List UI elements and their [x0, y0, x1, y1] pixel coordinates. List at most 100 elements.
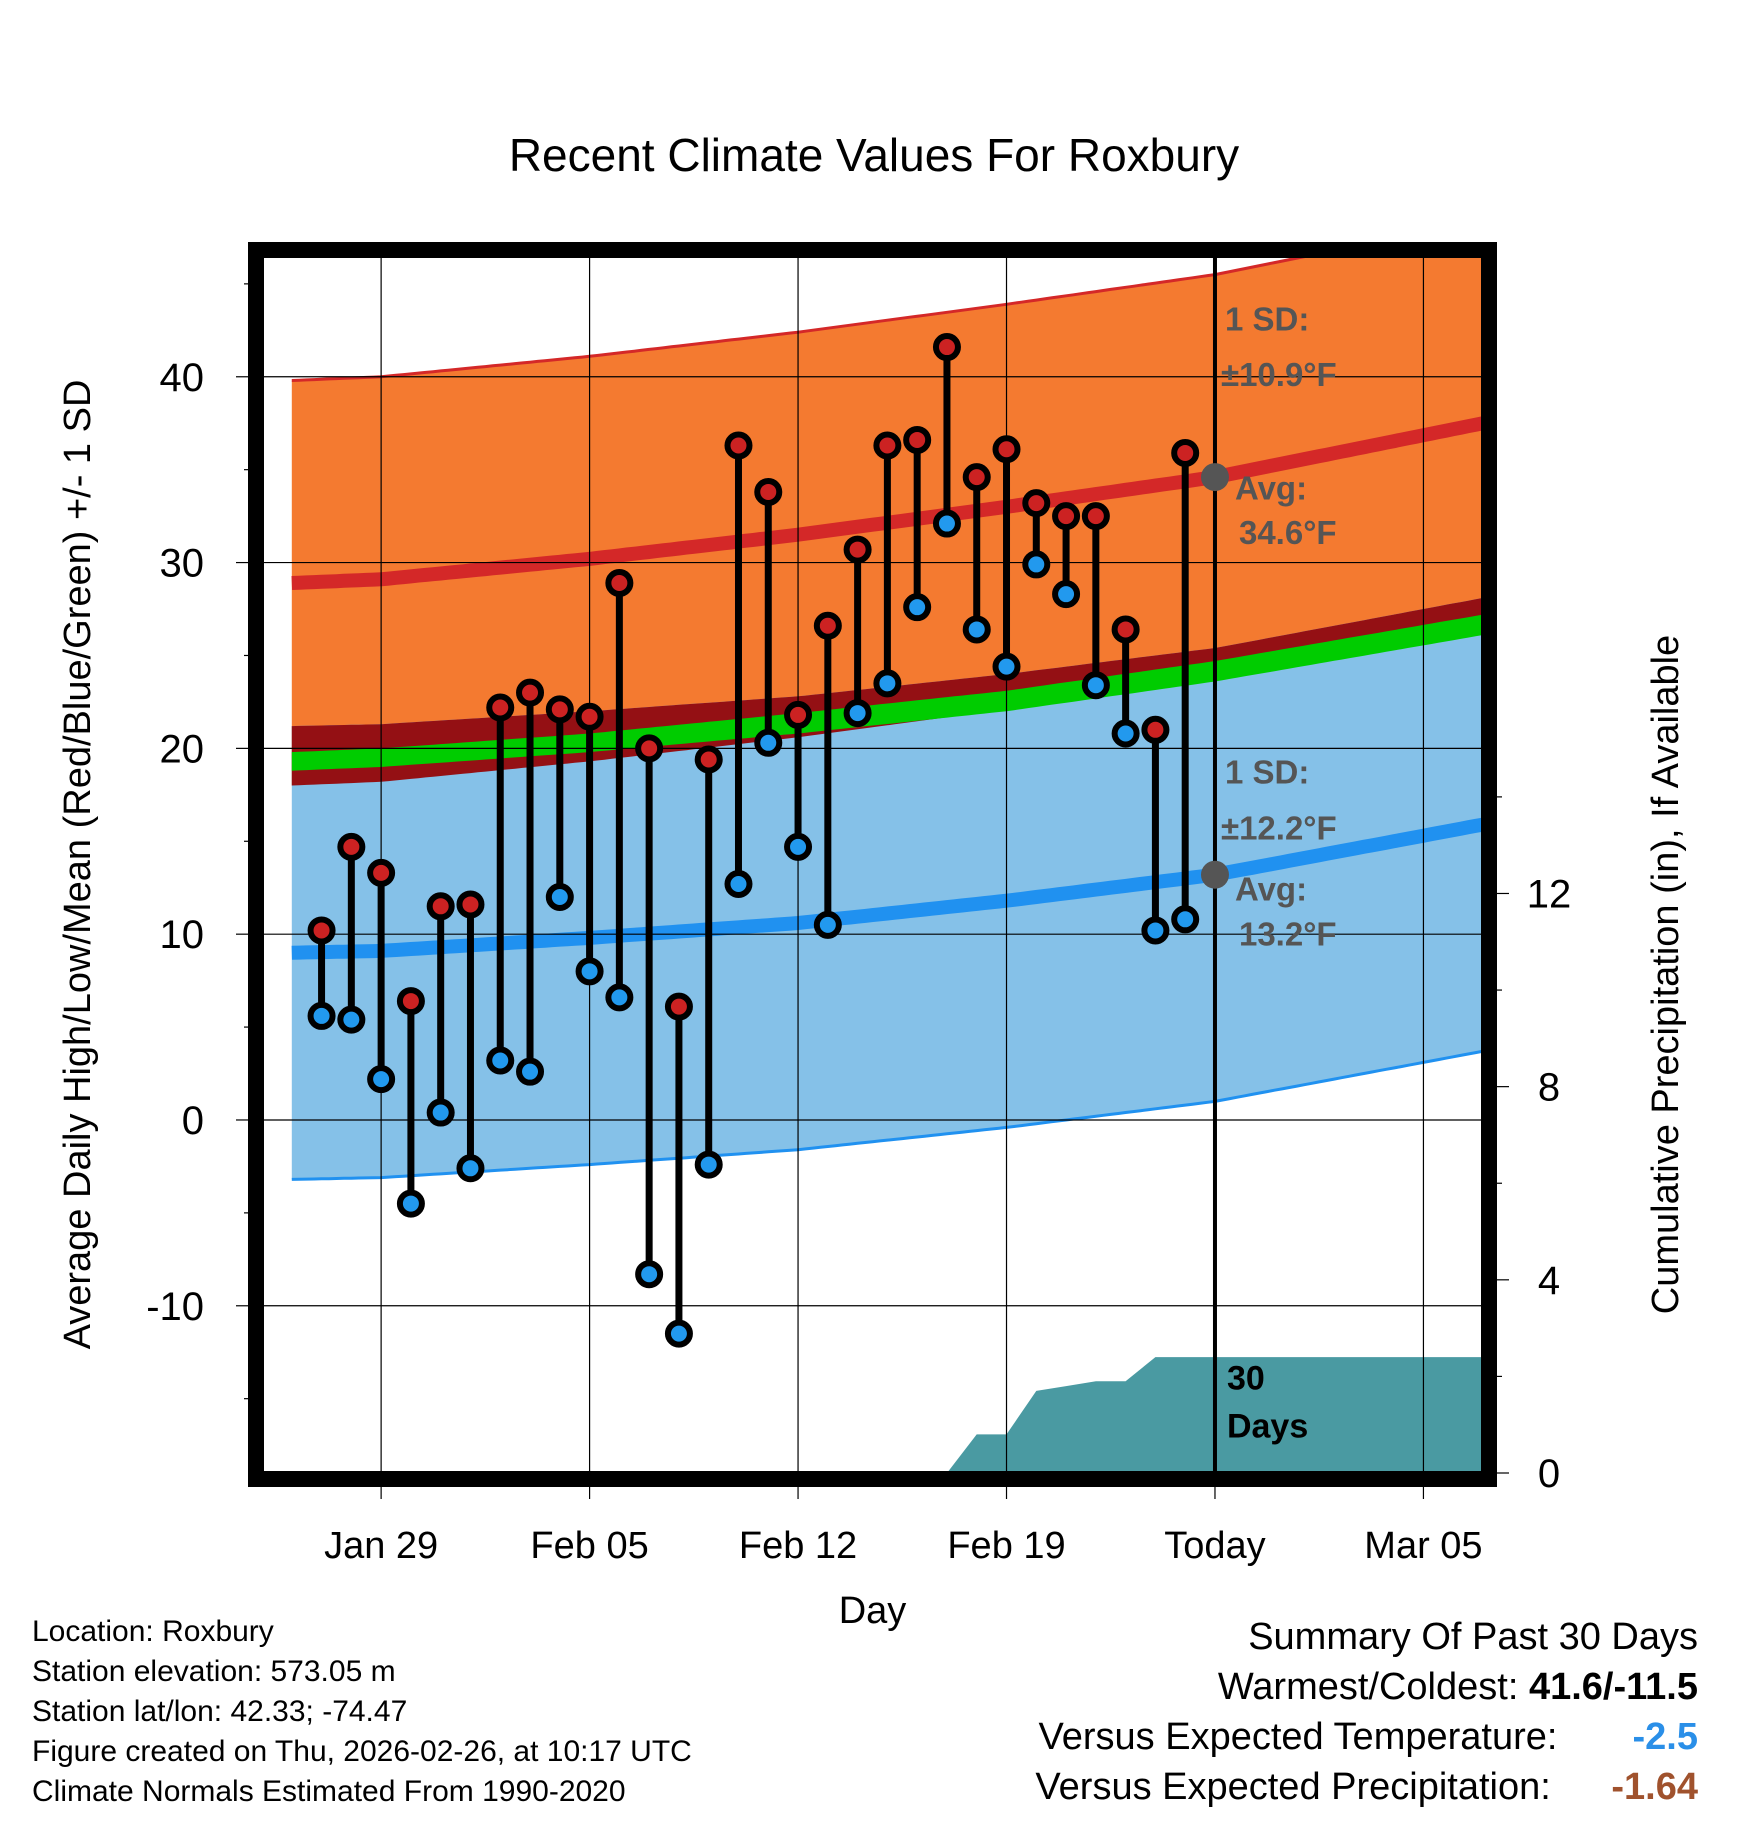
daily-high-point [486, 693, 515, 722]
daily-low-point [962, 615, 991, 644]
daily-low-point [784, 832, 813, 861]
x-tick-label: Mar 05 [1364, 1525, 1482, 1567]
low-sd-value: ±12.2°F [1221, 809, 1337, 846]
x-tick-label: Feb 12 [739, 1525, 857, 1567]
station-info: Location: Roxbury Station elevation: 573… [32, 1612, 692, 1812]
elevation-text: Station elevation: 573.05 m [32, 1655, 396, 1688]
daily-low-point [605, 983, 634, 1012]
y-tick-label-left: -10 [146, 1285, 204, 1329]
daily-high-point [813, 611, 842, 640]
summary-title: Summary Of Past 30 Days [1248, 1616, 1698, 1658]
high-sd-value: ±10.9°F [1221, 356, 1337, 393]
y-axis-title-right: Cumulative Precipitation (in), If Availa… [1645, 635, 1687, 1314]
daily-low-point [1022, 550, 1051, 579]
created-text: Figure created on Thu, 2026-02-26, at 10… [32, 1735, 692, 1768]
plot-area: 1 SD: ±10.9°F Avg: 34.6°F 1 SD: ±12.2°F Avg: 13… [262, 256, 1483, 1473]
daily-low-point [754, 728, 783, 757]
low-sd-label: 1 SD: [1225, 754, 1309, 791]
x-tick-label: Today [1164, 1525, 1265, 1567]
daily-low-point [516, 1057, 545, 1086]
daily-high-point [575, 702, 604, 731]
chart-title: Recent Climate Values For Roxbury [508, 129, 1240, 181]
daily-low-point [635, 1260, 664, 1289]
daily-low-point [1171, 905, 1200, 934]
daily-high-point [396, 987, 425, 1016]
daily-high-point [724, 431, 753, 460]
daily-high-point [337, 832, 366, 861]
daily-low-point [843, 699, 872, 728]
high-upper-sd-line [291, 256, 1315, 382]
daily-high-point [307, 916, 336, 945]
daily-high-point [784, 700, 813, 729]
temp-departure-label: Versus Expected Temperature: [1038, 1716, 1558, 1758]
daily-high-point [367, 858, 396, 887]
daily-high-point [754, 477, 783, 506]
temp-departure-value: -2.5 [1632, 1716, 1698, 1758]
daily-low-point [486, 1046, 515, 1075]
daily-high-point [605, 569, 634, 598]
daily-high-point [1052, 502, 1081, 531]
y-axis-title-left: Average Daily High/Low/Mean (Red/Blue/Gr… [57, 380, 99, 1350]
precip-departure-value: -1.64 [1611, 1766, 1698, 1808]
low-normal-line [291, 817, 1483, 960]
daily-high-point [635, 734, 664, 763]
low-avg-marker [1200, 860, 1229, 889]
precip-departure-row: Versus Expected Precipitation: -1.64 [1035, 1762, 1698, 1812]
daily-low-point [1141, 916, 1170, 945]
daily-high-point [545, 695, 574, 724]
precip-window-unit: Days [1227, 1408, 1308, 1446]
daily-high-point [992, 435, 1021, 464]
y-tick-label-right: 8 [1538, 1066, 1560, 1110]
x-tick-label: Feb 05 [530, 1525, 648, 1567]
y-tick-label-right: 12 [1527, 872, 1572, 916]
warmest-coldest-label: Warmest/Coldest: [1217, 1666, 1519, 1708]
daily-low-point [873, 669, 902, 698]
daily-low-point [932, 509, 961, 538]
high-avg-value: 34.6°F [1239, 514, 1337, 551]
daily-low-point [664, 1319, 693, 1348]
daily-high-point [873, 431, 902, 460]
temp-departure-row: Versus Expected Temperature: -2.5 [1035, 1712, 1698, 1762]
x-axis-title: Day [839, 1590, 907, 1632]
daily-low-point [694, 1150, 723, 1179]
high-avg-label: Avg: [1235, 469, 1307, 506]
x-tick-label: Feb 19 [947, 1525, 1065, 1567]
precip-window-number: 30 [1227, 1359, 1265, 1397]
daily-low-point [575, 957, 604, 986]
daily-low-point [1111, 719, 1140, 748]
daily-low-point [456, 1154, 485, 1183]
daily-high-point [962, 463, 991, 492]
y-tick-label-left: 0 [182, 1099, 204, 1143]
high-sd-label: 1 SD: [1225, 300, 1309, 337]
daily-low-point [337, 1005, 366, 1034]
daily-low-point [545, 883, 574, 912]
daily-high-point [1141, 715, 1170, 744]
daily-low-point [307, 1001, 336, 1030]
low-avg-label: Avg: [1235, 871, 1307, 908]
location-text: Location: Roxbury [32, 1615, 274, 1648]
daily-low-point [903, 593, 932, 622]
daily-high-point [1111, 615, 1140, 644]
daily-high-point [516, 678, 545, 707]
daily-high-point [456, 890, 485, 919]
y-tick-label-left: 30 [160, 542, 205, 586]
mean-temp-band [291, 614, 1483, 771]
summary-panel: Summary Of Past 30 Days Warmest/Coldest:… [1035, 1612, 1698, 1812]
daily-high-point [664, 992, 693, 1021]
daily-high-point [1081, 502, 1110, 531]
y-tick-label-right: 0 [1538, 1452, 1560, 1496]
daily-high-point [426, 892, 455, 921]
daily-high-point [932, 333, 961, 362]
y-tick-label-right: 4 [1538, 1259, 1560, 1303]
daily-low-point [724, 870, 753, 899]
high-avg-marker [1200, 463, 1229, 492]
warmest-coldest-value: 41.6/-11.5 [1528, 1666, 1698, 1708]
x-tick-label: Jan 29 [324, 1525, 438, 1567]
daily-low-point [1081, 671, 1110, 700]
daily-high-point [694, 745, 723, 774]
daily-high-point [1171, 438, 1200, 467]
daily-low-point [992, 652, 1021, 681]
low-lower-sd-line [291, 1049, 1483, 1181]
plot-frame [248, 242, 1497, 1487]
daily-low-point [813, 910, 842, 939]
